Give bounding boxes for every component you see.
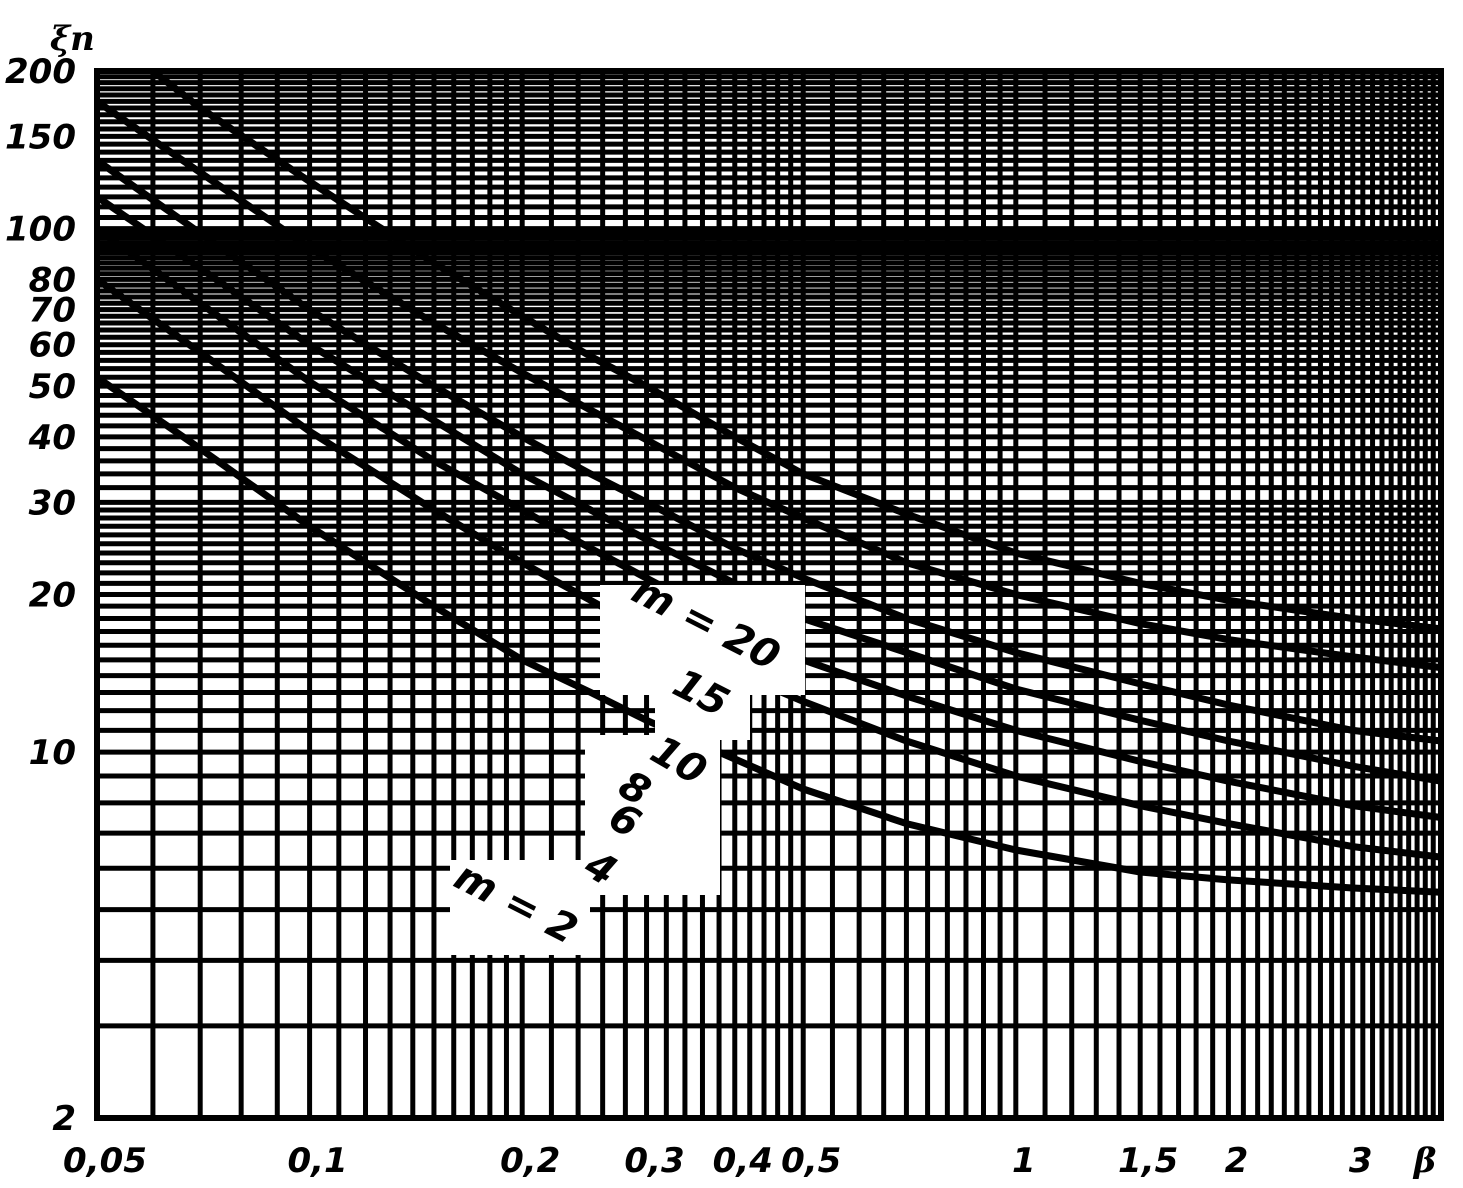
x-tick-label: 0,05: [63, 1141, 147, 1181]
x-tick-label: 0,3: [624, 1141, 684, 1181]
y-tick-label: 200: [5, 52, 76, 92]
grid: [94, 68, 1444, 1121]
x-tick-label: 1,5: [1118, 1141, 1178, 1181]
label-mask-3: [450, 860, 590, 955]
series-line-0: [95, 374, 1442, 896]
x-tick-label: 3: [1349, 1141, 1373, 1181]
label-mask-1: [655, 680, 750, 740]
x-tick-labels: 0,05 0,1 0,2 0,3 0,4 0,5 1 1,5 2 3 β: [63, 1141, 1436, 1181]
y-tick-label: 40: [28, 418, 76, 458]
series-line-6: [150, 68, 1442, 633]
y-tick-label: 10: [29, 733, 76, 773]
series-line-3: [95, 193, 1442, 785]
y-tick-label: 80: [29, 260, 76, 300]
y-tick-label: 2: [52, 1099, 76, 1139]
y-tick-label: 150: [5, 117, 76, 157]
series-line-4: [94, 157, 1442, 745]
x-tick-label: 1: [1012, 1141, 1036, 1181]
x-tick-label: 0,4: [713, 1141, 773, 1181]
x-tick-label: 0,5: [781, 1141, 841, 1181]
x-tick-label: 0,2: [500, 1141, 560, 1181]
y-tick-label: 20: [29, 576, 76, 616]
plot-frame: [94, 68, 1444, 1121]
x-tick-label: 2: [1225, 1141, 1249, 1181]
label-mask-2: [585, 735, 720, 895]
x-axis-label: β: [1412, 1141, 1437, 1181]
y-tick-label: 50: [29, 367, 76, 407]
y-tick-label: 30: [29, 483, 76, 523]
curves: [94, 68, 1442, 896]
series-line-5: [95, 98, 1442, 672]
y-tick-label: 100: [5, 210, 76, 250]
x-tick-label: 0,1: [287, 1141, 347, 1181]
y-tick-label: 60: [29, 326, 76, 366]
label-mask-0: [600, 585, 805, 695]
y-tick-label: 70: [29, 291, 76, 331]
y-axis-label: ξп: [50, 19, 95, 59]
label-masks: [450, 585, 805, 955]
